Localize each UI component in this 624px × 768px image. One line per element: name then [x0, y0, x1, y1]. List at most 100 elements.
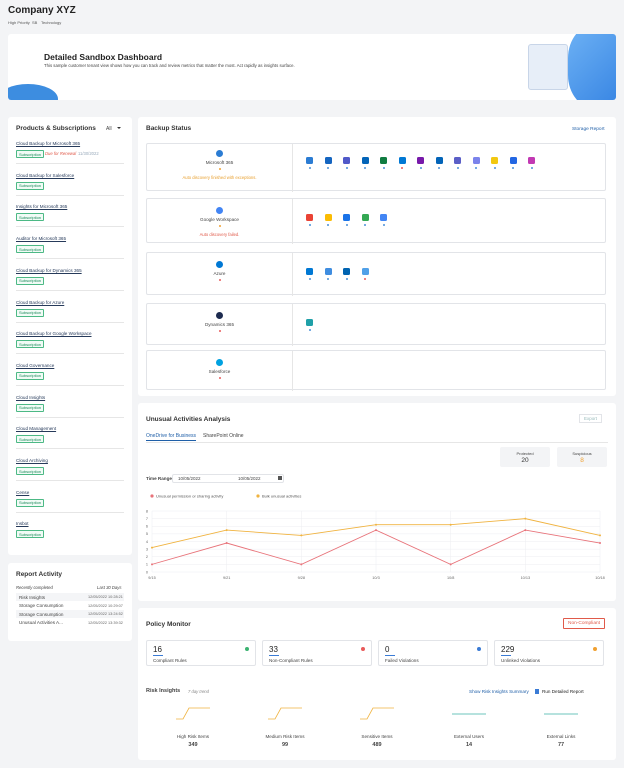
divider	[16, 194, 124, 196]
storage-report-link[interactable]: Storage Report	[572, 127, 605, 132]
policy-card[interactable]: 33 Non-Compliant Rules	[262, 640, 372, 666]
product-name[interactable]: Cloud Archiving	[16, 458, 48, 463]
subscription-badge: Subscription	[16, 371, 45, 380]
status-dot	[218, 330, 221, 332]
date-input[interactable]	[172, 474, 284, 483]
subscription-badge: Subscription	[16, 403, 45, 412]
divider	[16, 480, 124, 481]
tab[interactable]: SharePoint Online	[203, 433, 244, 439]
status-dot	[218, 377, 221, 379]
data-point	[449, 563, 452, 566]
subscription-badge: Subscription	[16, 213, 45, 222]
backup-status-panel: Backup Status Storage Report Microsoft 365…	[138, 117, 616, 396]
app-status-dot	[419, 167, 422, 169]
app-status-dot	[345, 167, 348, 169]
product-name[interactable]: Insbot	[16, 521, 29, 527]
renewal-date: 11/30/2022	[78, 150, 99, 156]
app-status-dot	[345, 278, 348, 280]
banner-art	[568, 34, 616, 100]
service-divider	[292, 199, 293, 244]
renewal-status: Due for Renewal	[45, 150, 77, 156]
sparkline	[268, 707, 302, 720]
subscription-badge: Subscription	[16, 245, 45, 254]
report-activity-panel: Report Activity Recently completed Last 30…	[8, 563, 132, 641]
filter-dropdown[interactable]: All	[106, 126, 112, 132]
risk-summary-link[interactable]: Show Risk Insights Summary	[469, 689, 529, 694]
y-tick-label: 0	[146, 570, 148, 574]
divider	[16, 226, 124, 227]
policy-card[interactable]: 229 Unlinked Violations	[494, 640, 604, 666]
app-status-dot	[382, 167, 385, 169]
card-value: 229	[501, 645, 515, 654]
non-compliant-button[interactable]: Non-Compliant	[563, 618, 605, 629]
product-name[interactable]: Insights for Microsoft 365	[16, 204, 68, 210]
product-name[interactable]: Cloud Backup for Dynamics 365	[16, 267, 82, 273]
risk-value: 489	[372, 742, 382, 748]
product-name[interactable]: Cloud Backup for Microsoft 365	[16, 141, 81, 146]
panel-title: Policy Monitor	[146, 621, 191, 628]
panel-title: Unusual Activities Analysis	[146, 416, 231, 423]
y-tick-label: 3	[146, 547, 148, 551]
legend-label: Unusual permission or sharing activity	[156, 494, 223, 499]
service-divider	[292, 304, 293, 346]
banner-wave	[8, 84, 58, 100]
service-divider	[292, 253, 293, 296]
product-name[interactable]: Cloud Management	[16, 426, 57, 432]
app-icon	[361, 268, 369, 275]
run-report-link[interactable]: Run Detailed Report	[542, 689, 584, 694]
product-name[interactable]: Cloud Backup for Azure	[16, 299, 65, 305]
risk-subtitle: 7 day trend	[188, 689, 209, 694]
service-name: Azure	[213, 271, 226, 276]
stat-label: Protected	[516, 451, 534, 456]
app-status-dot	[456, 167, 459, 169]
service-row: Salesforce	[146, 350, 606, 391]
x-tick-label: 9/28	[298, 576, 305, 580]
policy-card[interactable]: 16 Compliant Rules	[146, 640, 256, 666]
card-underline	[153, 655, 163, 656]
product-name[interactable]: Cloud Backup for Google Workspace	[16, 331, 92, 337]
banner: Detailed Sandbox Dashboard This sample cu…	[8, 34, 616, 100]
app-icon	[306, 268, 313, 275]
export-button[interactable]: Export	[579, 414, 603, 423]
subscription-badge: Subscription	[16, 150, 45, 158]
card-value: 16	[153, 645, 162, 654]
card-icon	[477, 647, 481, 651]
report-name: Storage Consumption	[19, 611, 64, 617]
divider	[16, 511, 124, 513]
service-logo	[216, 312, 223, 319]
app-icon	[361, 214, 369, 221]
app-icon	[324, 268, 332, 275]
product-name[interactable]: Cloud Governance	[16, 362, 55, 368]
tab[interactable]: OneDrive for Business	[146, 433, 197, 441]
card-icon	[361, 647, 365, 651]
legend-marker	[256, 494, 260, 498]
stat-card: Protected 20	[500, 447, 550, 467]
report-name: Storage Consumption	[19, 603, 64, 608]
app-status-dot	[308, 278, 311, 280]
banner-illustration	[528, 44, 568, 90]
data-point	[300, 534, 303, 537]
product-name[interactable]: Cloud Insights	[16, 394, 46, 400]
app-icon	[509, 157, 517, 164]
legend-label: Bulk unusual activities	[262, 494, 301, 499]
risk-label: External Links	[546, 734, 576, 739]
service-divider	[292, 351, 293, 391]
subscription-badge: Subscription	[16, 308, 45, 317]
product-name[interactable]: Auditor for Microsoft 365	[16, 236, 67, 242]
service-divider	[292, 144, 293, 192]
stat-value: 8	[580, 457, 584, 464]
app-icon	[306, 214, 313, 221]
divider	[16, 384, 124, 386]
app-icon	[380, 214, 387, 221]
panel-title: Backup Status	[146, 125, 192, 132]
product-name[interactable]: Cense	[16, 489, 30, 495]
product-name[interactable]: Cloud Backup for Salesforce	[16, 172, 75, 178]
header-tag: Technology	[41, 20, 62, 25]
policy-card[interactable]: 0 Failed Violations	[378, 640, 488, 666]
stat-card: Suspicious 8	[557, 447, 607, 467]
risk-label: Medium Risk Items	[265, 734, 305, 739]
x-tick-label: 10/18	[595, 576, 605, 580]
sparkline	[452, 713, 486, 715]
app-icon	[306, 319, 313, 326]
app-status-dot	[364, 224, 366, 226]
